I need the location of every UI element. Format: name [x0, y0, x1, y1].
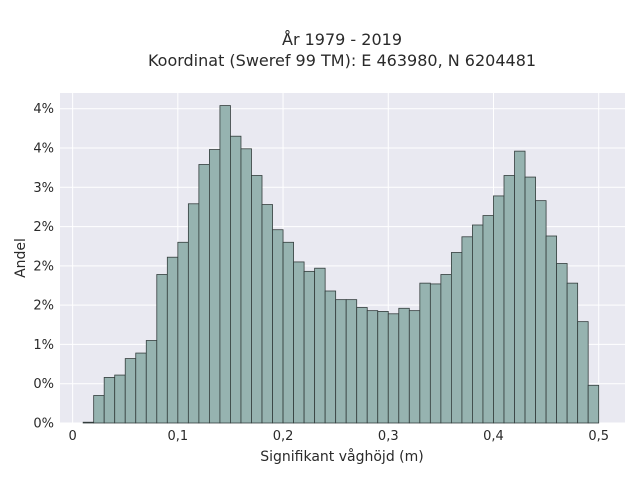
histogram-bar [93, 395, 105, 424]
y-tick-label: 3% [33, 181, 54, 196]
y-tick-label: 2% [33, 220, 54, 235]
histogram-bar [103, 377, 116, 424]
histogram-bar [124, 358, 137, 424]
y-tick-label: 2% [33, 299, 54, 314]
histogram-bar [472, 224, 484, 424]
histogram-bar [398, 307, 410, 424]
histogram-bar [166, 256, 179, 424]
histogram-bar [514, 150, 526, 424]
histogram-bar [524, 176, 536, 424]
histogram-bar [82, 421, 95, 424]
histogram-bar [324, 290, 337, 424]
histogram-bar [345, 299, 358, 424]
x-tick-label: 0 [68, 429, 76, 444]
y-tick-label: 2% [33, 259, 54, 274]
histogram-bar [209, 149, 221, 424]
y-tick-label: 0% [33, 377, 54, 392]
histogram-bar [461, 236, 473, 424]
y-tick-label: 4% [33, 142, 54, 157]
histogram-bar [587, 384, 600, 424]
y-axis-label: Andel [13, 238, 29, 278]
histogram-bar [566, 282, 579, 424]
chart-title-line-1: År 1979 - 2019 [282, 30, 402, 49]
histogram-bar [356, 307, 368, 424]
chart-title-line-2: Koordinat (Sweref 99 TM): E 463980, N 62… [148, 51, 536, 70]
histogram-bar [535, 200, 547, 424]
histogram-bar [282, 241, 294, 424]
x-axis-label: Signifikant våghöjd (m) [260, 448, 423, 465]
x-tick-label: 0,4 [483, 429, 504, 444]
histogram-bar [156, 274, 168, 424]
y-tick-label: 4% [33, 102, 54, 117]
histogram-bar [408, 310, 421, 424]
y-tick-label: 1% [33, 338, 54, 353]
x-tick-label: 0,5 [588, 429, 609, 444]
bars [82, 105, 600, 424]
histogram-bar [377, 311, 389, 424]
histogram-bar [303, 270, 316, 424]
y-tick-label: 0% [33, 417, 54, 432]
histogram-bar [440, 274, 452, 424]
histogram-bar [251, 175, 263, 424]
histogram-bar [293, 261, 305, 424]
histogram-bar [577, 321, 589, 424]
histogram-bar [314, 267, 326, 424]
x-tick-labels: 0 0,1 0,2 0,3 0,4 0,5 [68, 429, 609, 444]
x-tick-label: 0,2 [273, 429, 294, 444]
histogram-bar [261, 204, 273, 424]
y-tick-labels: 0% 0% 1% 2% 2% 2% 3% 4% 4% [33, 102, 54, 431]
histogram-bar [419, 282, 431, 424]
histogram-bar [482, 215, 494, 424]
histogram-bar [230, 135, 242, 424]
histogram-bar [240, 148, 252, 424]
histogram-bar [493, 195, 505, 424]
histogram-bar [114, 374, 126, 424]
histogram-bar [135, 352, 147, 424]
histogram-bar [219, 105, 231, 424]
histogram-bar [503, 175, 515, 424]
histogram-bar [366, 310, 379, 424]
histogram-bar [177, 241, 189, 424]
histogram-bar [198, 164, 210, 424]
histogram-bar [187, 203, 200, 424]
histogram-bar [429, 283, 442, 424]
x-tick-label: 0,1 [167, 429, 188, 444]
histogram-bar [335, 299, 347, 424]
histogram-bar [387, 313, 400, 424]
histogram-bar [272, 229, 284, 424]
histogram-bar [545, 235, 558, 424]
histogram-bar [556, 263, 568, 424]
histogram-bar [145, 340, 158, 424]
histogram-bar [450, 252, 463, 424]
x-tick-label: 0,3 [378, 429, 399, 444]
